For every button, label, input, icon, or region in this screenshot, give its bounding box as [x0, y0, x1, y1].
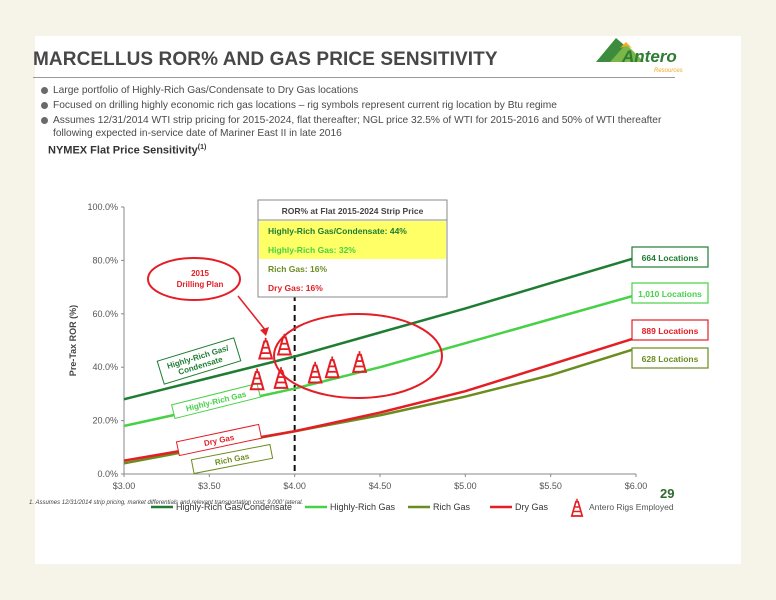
y-tick-label: 60.0% — [92, 309, 118, 319]
x-tick-label: $3.00 — [113, 481, 136, 491]
y-tick-label: 0.0% — [97, 469, 118, 479]
x-tick-label: $3.50 — [198, 481, 221, 491]
rig-frame — [307, 364, 323, 384]
end-label-text: 628 Locations — [642, 354, 699, 364]
rig-icon — [276, 333, 293, 356]
y-tick-label: 20.0% — [92, 416, 118, 426]
y-tick-label: 40.0% — [92, 362, 118, 372]
callout-row-text: Highly-Rich Gas: 32% — [268, 245, 356, 255]
end-label-box — [631, 347, 709, 369]
end-label-text: 664 Locations — [642, 253, 699, 263]
drilling-plan-ellipse — [147, 257, 241, 301]
chart-heading-text: NYMEX Flat Price Sensitivity — [48, 144, 198, 157]
drilling-plan-label: 2015 — [191, 269, 209, 278]
drilling-plan-label: Drilling Plan — [177, 280, 224, 289]
svg-text:Antero: Antero — [621, 47, 677, 66]
callout-row-text: Rich Gas: 16% — [268, 264, 327, 274]
end-label-box — [631, 246, 709, 268]
y-axis-label: Pre-Tax ROR (%) — [68, 305, 78, 376]
x-tick-label: $6.00 — [625, 481, 648, 491]
rig-frame — [570, 500, 584, 517]
curve-label: Rich Gas — [190, 443, 274, 475]
page-number: 29 — [660, 486, 675, 501]
curve-label: Dry Gas — [175, 423, 263, 457]
rig-icon — [249, 368, 265, 391]
chart-heading: NYMEX Flat Price Sensitivity(1) — [48, 144, 206, 157]
legend-rig-icon — [570, 498, 584, 517]
y-tick-label: 80.0% — [92, 255, 118, 265]
rig-frame — [351, 353, 368, 373]
rig-icon — [307, 361, 323, 384]
title-divider — [33, 77, 675, 78]
rig-cluster-ellipse — [273, 313, 443, 399]
curve-label-box — [175, 423, 263, 457]
curve-label-box — [156, 337, 242, 385]
callout-row-text: Highly-Rich Gas/Condensate: 44% — [268, 226, 407, 236]
slide-title: MARCELLUS ROR% AND GAS PRICE SENSITIVITY — [33, 49, 498, 70]
end-label-text: 1,010 Locations — [638, 289, 702, 299]
drilling-plan-arrowhead — [260, 327, 269, 336]
callout-row-text: Dry Gas: 16% — [268, 283, 323, 293]
curve-label: Highly-Rich Gas/Condensate — [156, 337, 242, 385]
y-tick-label: 100.0% — [87, 202, 118, 212]
series-line — [123, 256, 637, 401]
rig-frame — [324, 359, 340, 379]
end-label-box — [631, 319, 709, 341]
rig-icon — [258, 337, 274, 360]
bullet-item: Large portfolio of Highly-Rich Gas/Conde… — [40, 84, 680, 97]
callout-row-highlight — [259, 240, 446, 259]
end-label-text: 889 Locations — [642, 326, 699, 336]
chart-heading-footnote-marker: (1) — [197, 144, 207, 151]
footnote: 1. Assumes 12/31/2014 strip pricing, mar… — [29, 500, 304, 506]
bullet-item: Assumes 12/31/2014 WTI strip pricing for… — [40, 114, 680, 140]
x-tick-label: $4.00 — [283, 481, 306, 491]
curve-label: Highly-Rich Gas — [171, 382, 261, 420]
bullet-list: Large portfolio of Highly-Rich Gas/Conde… — [40, 84, 680, 142]
curve-label-box — [171, 382, 261, 420]
end-label-box — [631, 282, 709, 304]
antero-logo: Antero Resources — [596, 38, 683, 74]
bullet-item: Focused on drilling highly economic rich… — [40, 99, 680, 112]
rig-icon — [324, 356, 340, 379]
legend-label: Highly-Rich Gas — [330, 502, 396, 512]
legend-label: Antero Rigs Employed — [589, 502, 674, 512]
slide-panel — [35, 36, 741, 564]
rig-icon — [351, 351, 368, 373]
legend-label: Rich Gas — [433, 502, 471, 512]
rig-frame — [258, 340, 274, 360]
rig-icon — [273, 367, 289, 389]
callout-title: ROR% at Flat 2015-2024 Strip Price — [282, 206, 424, 216]
drilling-plan-arrow — [237, 295, 267, 332]
legend-label: Dry Gas — [515, 502, 549, 512]
x-tick-label: $5.00 — [454, 481, 477, 491]
svg-text:Resources: Resources — [654, 68, 683, 74]
x-tick-label: $4.50 — [369, 481, 392, 491]
legend-label: Highly-Rich Gas/Condensate — [176, 502, 292, 512]
callout-row-highlight — [259, 221, 446, 240]
curve-label-box — [190, 443, 274, 475]
x-tick-label: $5.50 — [539, 481, 562, 491]
